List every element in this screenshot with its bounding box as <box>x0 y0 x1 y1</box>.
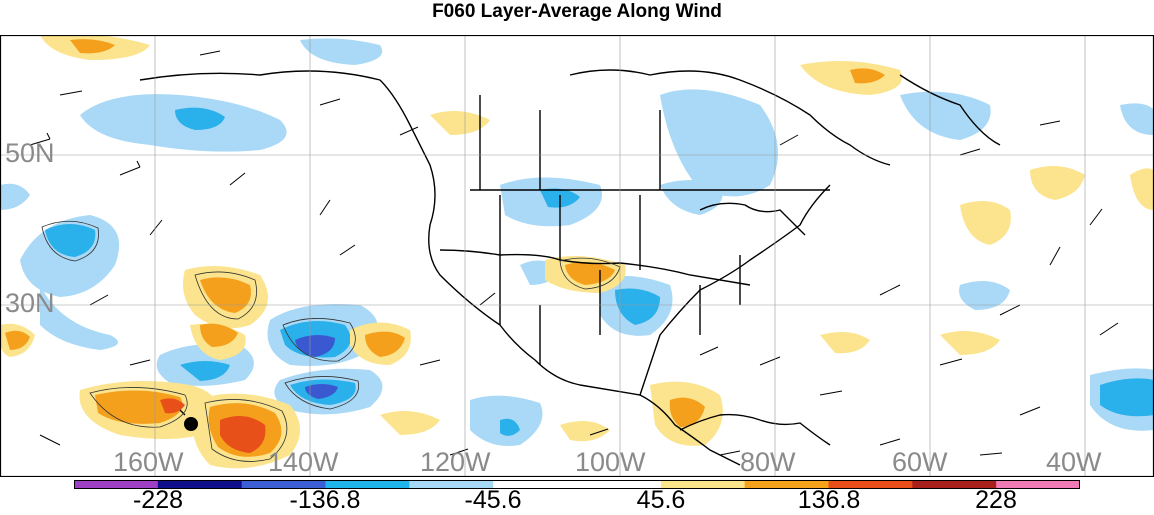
colorbar-segment <box>74 480 159 489</box>
colorbar-segment <box>577 480 662 489</box>
map-title: F060 Layer-Average Along Wind <box>432 1 722 22</box>
location-marker <box>184 417 198 431</box>
colorbar-label-228: 228 <box>975 486 1017 514</box>
colorbar-label-neg136-8: -136.8 <box>289 486 361 514</box>
lon-label-140w: 140W <box>268 447 339 477</box>
colorbar-segment <box>157 480 243 489</box>
lon-label-120w: 120W <box>420 447 491 477</box>
lat-label-30n: 30N <box>5 288 55 318</box>
lon-label-60w: 60W <box>892 447 948 477</box>
dark-blue-fill-areas <box>295 334 338 399</box>
lon-label-80w: 80W <box>740 447 796 477</box>
graticule <box>0 35 1154 477</box>
contour-lines <box>41 220 621 462</box>
colorbar-label-neg45-6: -45.6 <box>464 486 522 514</box>
colorbar-segment <box>828 480 913 489</box>
colorbar-label-neg228: -228 <box>132 486 184 514</box>
colorbar <box>74 480 1080 489</box>
colorbar-segment <box>409 480 494 489</box>
colorbar-segment <box>912 480 997 489</box>
colorbar-segment <box>996 480 1080 489</box>
colorbar-label-136-8: 136.8 <box>797 486 861 514</box>
red-orange-fill-areas <box>160 398 266 453</box>
colorbar-segment <box>660 480 746 489</box>
map-panel <box>0 35 1154 477</box>
lon-label-40w: 40W <box>1046 447 1102 477</box>
colorbar-border <box>74 480 1080 489</box>
colorbar-segment <box>744 480 829 489</box>
lon-label-160w: 160W <box>113 447 184 477</box>
lat-label-50n: 50N <box>5 138 55 168</box>
colorbar-segment <box>241 480 326 489</box>
colorbar-segment <box>325 480 410 489</box>
colorbar-label-45-6: 45.6 <box>636 486 686 514</box>
colorbar-segment <box>493 480 578 489</box>
lon-label-100w: 100W <box>575 447 646 477</box>
